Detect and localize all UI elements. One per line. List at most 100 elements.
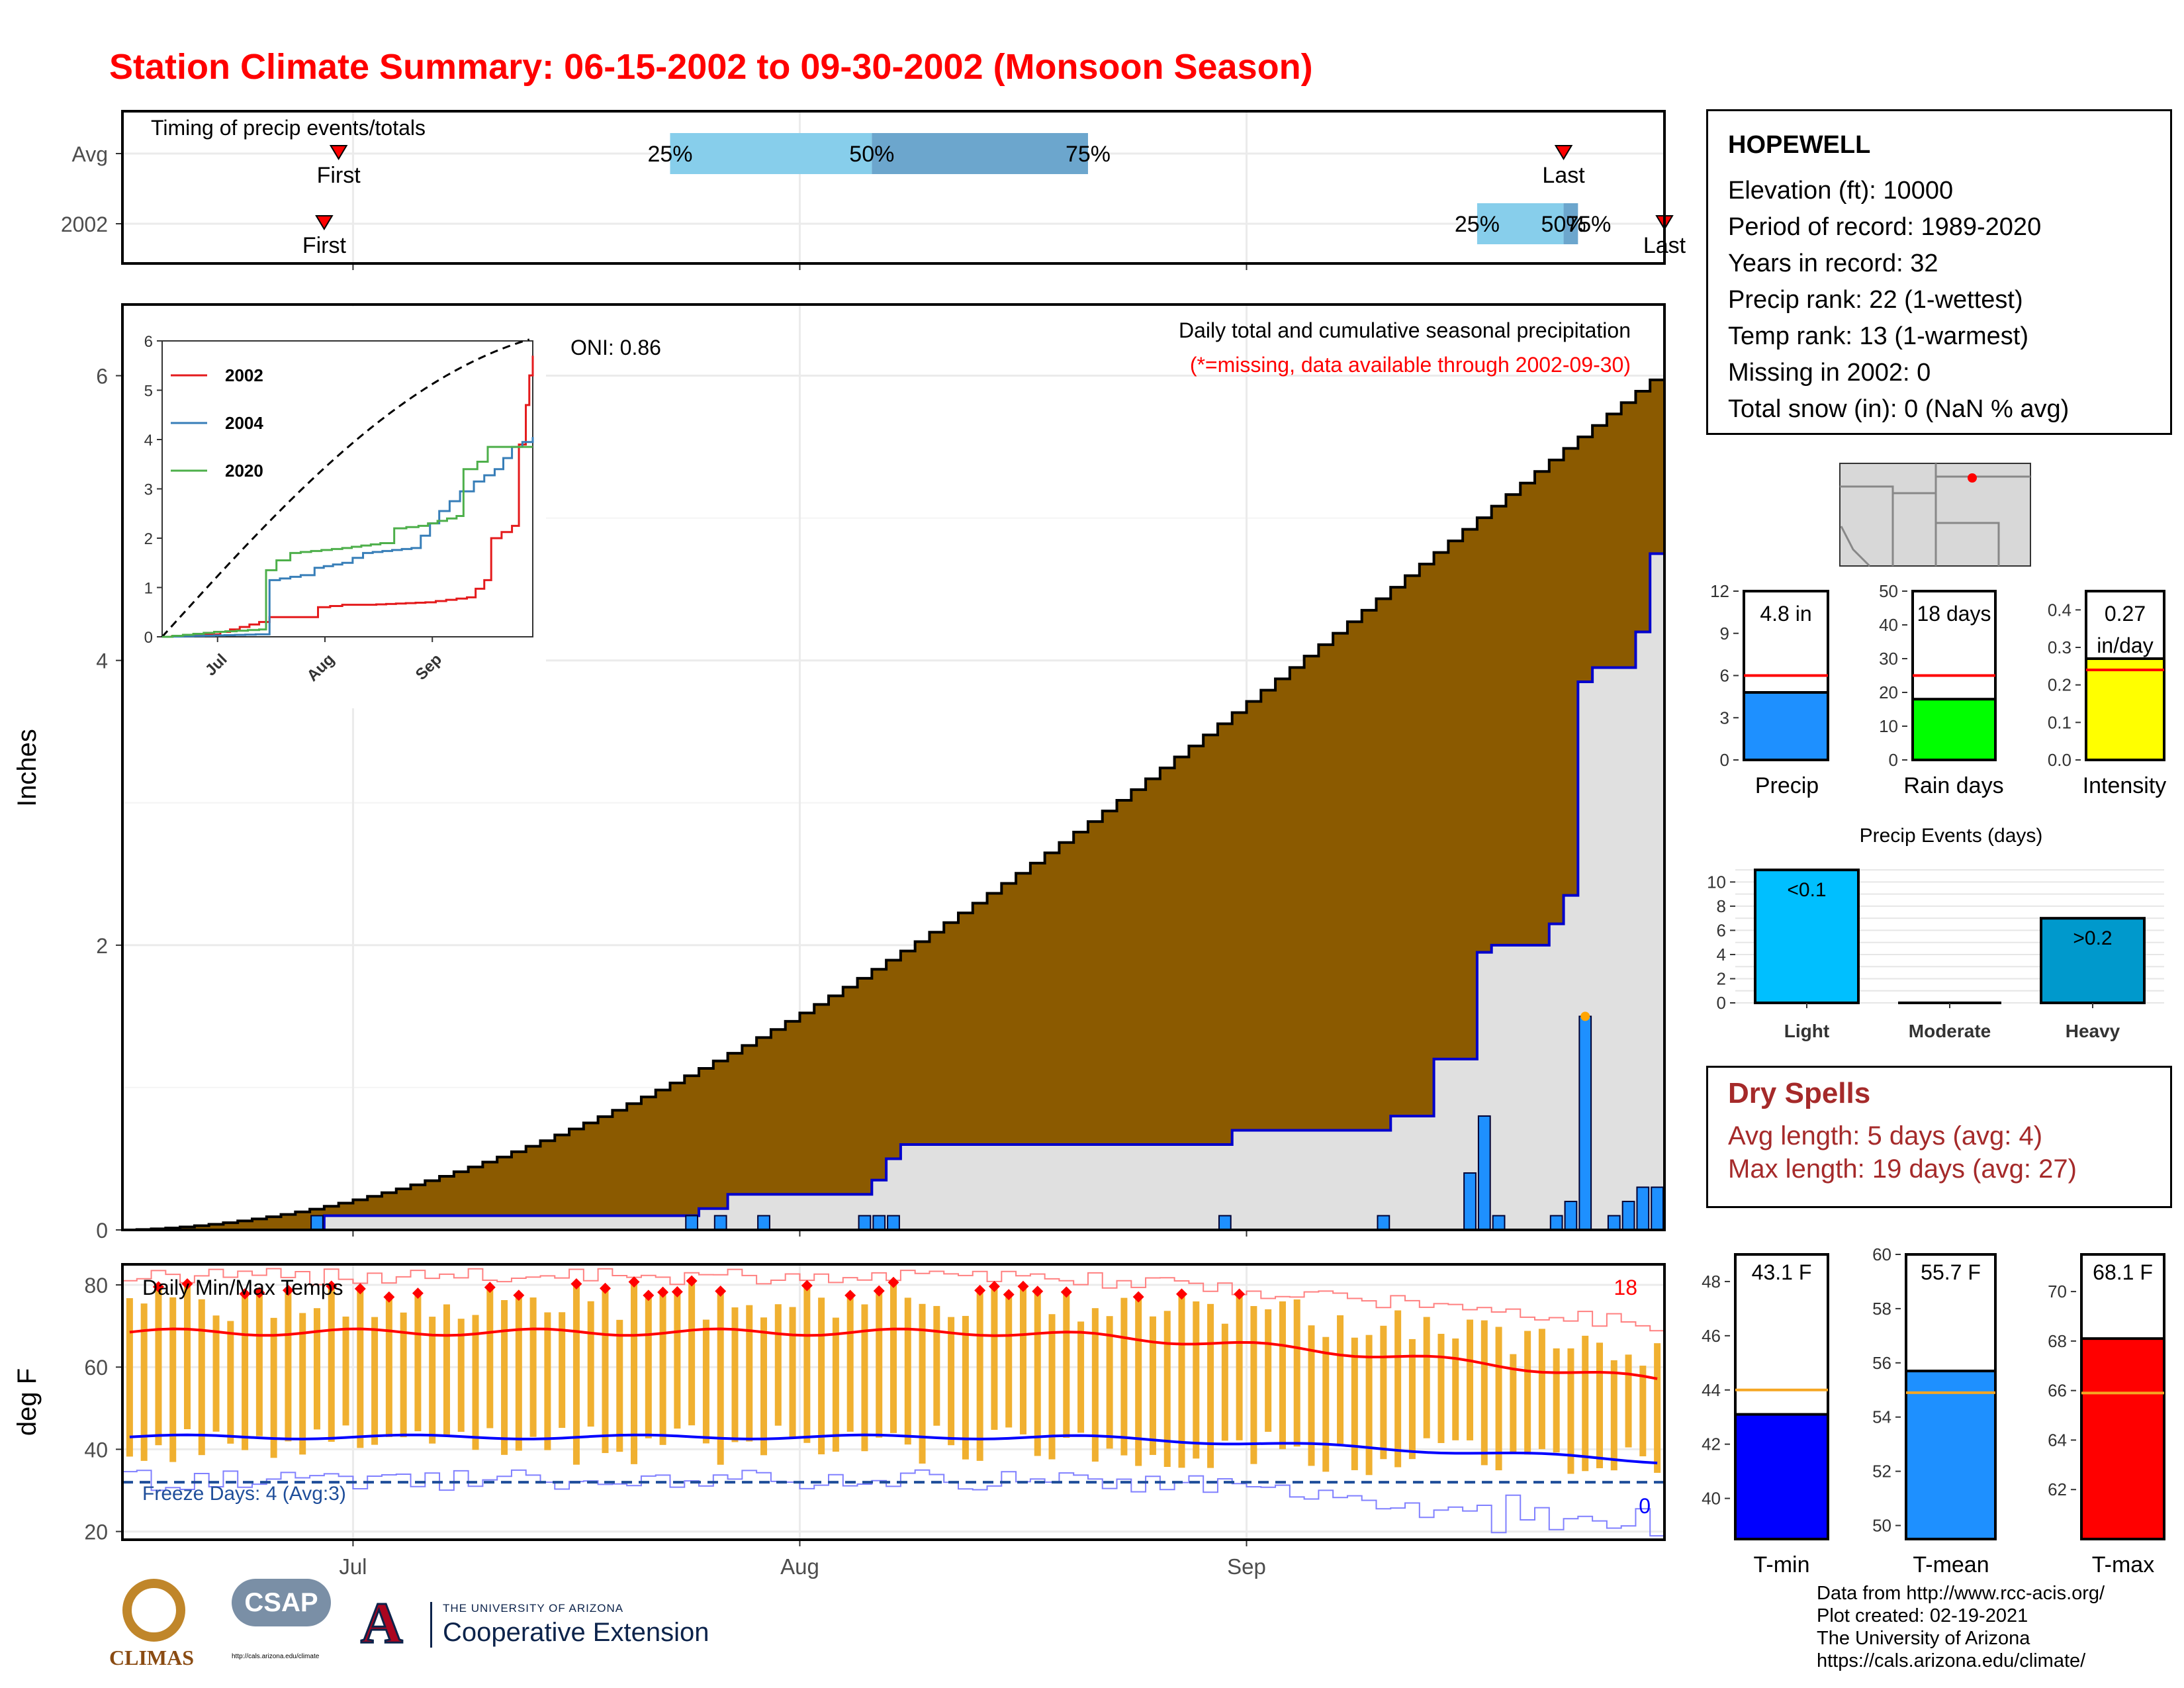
hot-day-marker [354,1283,366,1295]
daily-temp-bar [299,1313,306,1455]
timing-first-label: First [317,163,361,188]
daily-temp-bar [1596,1342,1604,1468]
daily-precip-bar [713,1215,727,1231]
summary-bar-category: Rain days [1903,773,2003,798]
inset-ytick-label: 0 [144,629,153,647]
avg-cumulative-area [122,368,1666,1231]
daily-temp-bar [1178,1293,1185,1468]
daily-temp-bar [717,1291,724,1465]
daily-temp-bar [760,1317,768,1456]
dry-spells-avg: Avg length: 5 days (avg: 4) [1728,1121,2043,1150]
hot-day-marker [1032,1286,1044,1297]
daily-temp-bar [529,1297,537,1437]
daily-temp-bar [933,1305,940,1426]
daily-temp-bar [242,1293,249,1450]
summary-bar-ytick-label: 68 [2048,1331,2067,1351]
daily-temp-bar [602,1288,609,1454]
inset-series-2004 [162,437,534,638]
timing-box-q2 [1563,203,1578,244]
daily-temp-bar [587,1301,594,1427]
precip-ytick-label: 2 [96,934,108,958]
station-info-box: HOPEWELL Elevation (ft): 10000 Period of… [1706,109,2172,435]
daily-temp-bar [1380,1325,1387,1460]
events-category-label: Light [1784,1021,1829,1041]
summary-bar-ytick-label: 10 [1879,716,1898,736]
station-name: HOPEWELL [1728,131,1871,159]
summary-bar-value-label: 55.7 F [1921,1260,1981,1284]
daily-precip-bar [1549,1215,1563,1231]
climas-logo[interactable]: CLIMAS [109,1579,218,1678]
summary-bar-ytick-label: 12 [1710,581,1729,601]
inset-legend-label: 2020 [225,461,263,481]
daily-precip-bar [1578,1015,1592,1231]
current-cumulative-area [122,546,1664,1230]
precip-ytick-label: 4 [96,649,108,673]
summary-bar-ytick-label: 9 [1720,624,1729,643]
daily-temp-bar [1337,1315,1344,1444]
daily-precip-bar [310,1215,324,1231]
temps-xtick-label: Jul [339,1554,367,1579]
daily-temp-bar [515,1295,522,1451]
summary-bar-value-label: 4.8 in [1760,602,1811,626]
temps-title: Daily Min/Max Temps [142,1276,343,1299]
daily-temp-bar [1149,1316,1156,1455]
events-ytick-label: 10 [1707,872,1726,892]
daily-temp-bar [572,1284,580,1465]
timing-title: Timing of precip events/totals [151,116,426,140]
ua-logo-text[interactable]: THE UNIVERSITY OF ARIZONA Cooperative Ex… [430,1602,709,1648]
daily-temp-bar [1423,1317,1430,1438]
hot-days-count: 18 [1614,1276,1637,1299]
summary-bar-ytick-label: 56 [1872,1353,1891,1373]
hot-day-marker [1060,1286,1072,1298]
summary-bar [2080,1337,2165,1541]
daily-temp-bar [544,1312,551,1450]
daily-temp-bar [1322,1336,1330,1472]
hot-day-marker [412,1288,424,1299]
timing-last-label: Last [1542,163,1585,188]
record-min-line [122,1469,1664,1537]
summary-bar-ytick-label: 0 [1889,750,1898,770]
daily-temp-bar [227,1321,234,1444]
daily-temp-bar [948,1317,955,1446]
climas-logo-mark [122,1579,185,1642]
hot-day-marker [801,1280,813,1291]
inset-ytick-label: 1 [144,580,153,598]
daily-precip-bar [1564,1200,1578,1231]
daily-temp-bar [774,1304,782,1426]
daily-temp-bar [198,1299,205,1456]
hot-day-marker [988,1280,1000,1292]
station-marker [1968,473,1977,483]
summary-bar-ytick-label: 50 [1872,1516,1891,1536]
daily-temp-bar [328,1286,335,1442]
timing-first-label: First [302,233,347,258]
daily-temp-bar [919,1303,926,1464]
inset-plot-area [161,340,533,637]
daily-temp-bar [400,1312,407,1438]
daily-temp-bar [1524,1331,1531,1455]
daily-temp-bar [976,1290,983,1461]
summary-bar [1905,1370,1997,1540]
summary-bar-ytick-label: 0.3 [2048,637,2071,657]
hot-day-marker [600,1282,611,1294]
daily-temp-bar [616,1319,623,1452]
temps-ytick-label: 80 [84,1274,108,1297]
daily-precip-bar [1607,1215,1621,1231]
daily-precip-bar [1477,1115,1491,1231]
summary-bar-ytick-label: 44 [1702,1380,1721,1400]
csap-logo[interactable]: CSAP http://cals.arizona.edu/climate [232,1579,347,1678]
daily-temp-bar [1063,1291,1070,1438]
daily-temp-bar [1538,1329,1545,1450]
daily-temp-bar [962,1315,969,1460]
timing-pct-label: 25% [1455,212,1500,237]
station-info-line: Precip rank: 22 (1-wettest) [1728,286,2023,314]
daily-temp-bar [1625,1354,1632,1448]
hot-day-marker [484,1282,496,1293]
daily-temp-bar [1005,1294,1013,1428]
summary-bar-value-label: 18 days [1917,602,1991,626]
temps-panel: 20 40 60 80 Jul Aug Sep deg F Daily Min/Max Temp… [13,1263,1666,1579]
daily-temp-bar [1250,1306,1257,1464]
events-panel: Precip Events (days) <0.1 Light Moderate >0.… [1707,825,2164,1041]
